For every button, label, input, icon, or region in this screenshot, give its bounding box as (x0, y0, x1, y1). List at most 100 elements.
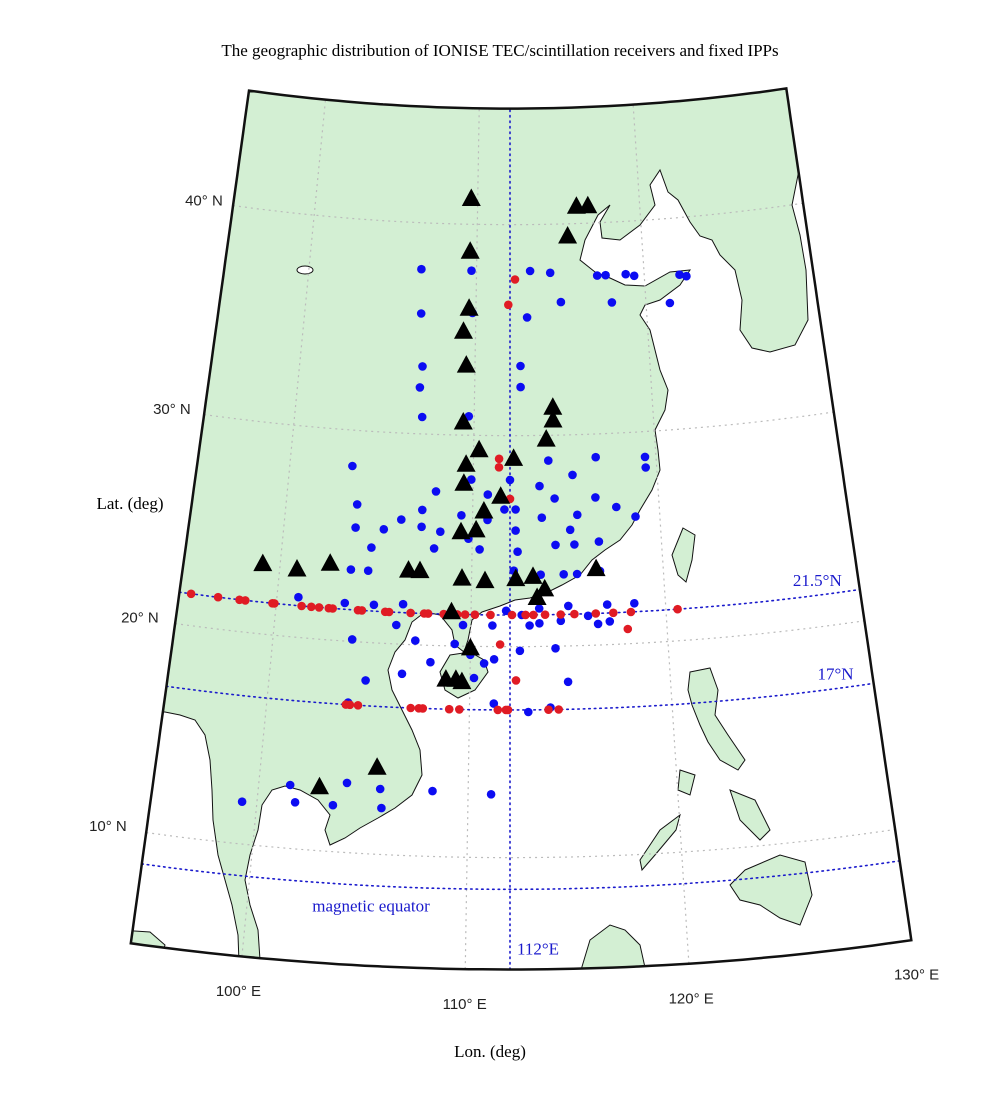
visayas (729, 789, 771, 841)
point-marker (377, 803, 386, 813)
point-marker (570, 609, 579, 619)
point-marker (665, 298, 675, 308)
receiver-marker (586, 558, 606, 577)
point-marker (397, 515, 406, 524)
point-marker (328, 800, 338, 810)
point-marker (369, 600, 379, 610)
point-marker (513, 547, 522, 556)
labels: 10° N 20° N 30° N 40° N 100° E 110° E 120° E 13… (89, 192, 939, 1013)
point-marker (489, 699, 499, 708)
reference-line (141, 860, 901, 891)
point-marker (417, 264, 426, 274)
point-marker (544, 705, 553, 714)
point-marker (450, 639, 460, 649)
point-marker (285, 780, 295, 790)
palawan (639, 813, 681, 872)
mindanao (729, 854, 813, 926)
point-marker (570, 540, 579, 549)
point-marker (458, 620, 468, 630)
point-marker (418, 704, 428, 713)
x-tick-label: 100° E (216, 983, 261, 1000)
lake (296, 265, 314, 275)
point-marker (351, 523, 360, 532)
point-marker (423, 609, 433, 618)
point-marker (416, 309, 426, 318)
reference-label: magnetic equator (312, 897, 430, 916)
point-marker (494, 454, 504, 464)
point-marker (621, 269, 630, 279)
receiver-marker (452, 671, 472, 690)
y-tick-label: 40° N (185, 192, 223, 209)
point-marker (186, 589, 196, 599)
receiver-marker (469, 439, 489, 458)
point-marker (384, 607, 394, 617)
reference-label: 112°E (517, 939, 559, 958)
receiver-marker (527, 587, 547, 605)
x-tick-label: 130° E (894, 967, 939, 984)
point-marker (429, 544, 439, 553)
sumatra (130, 929, 166, 970)
point-marker (609, 608, 618, 618)
receiver-marker (456, 454, 476, 472)
point-marker (367, 543, 376, 552)
receiver-marker (454, 473, 474, 491)
point-marker (629, 271, 639, 281)
point-marker (591, 452, 600, 462)
receiver-marker (461, 188, 481, 206)
receiver-marker (310, 776, 329, 795)
x-tick-label: 120° E (669, 990, 714, 1007)
point-marker (417, 412, 427, 422)
point-marker (515, 646, 525, 656)
point-marker (568, 470, 577, 480)
receiver-marker (451, 521, 471, 540)
point-marker (673, 604, 682, 614)
grid (146, 88, 912, 970)
point-marker (551, 540, 560, 550)
point-marker (630, 599, 639, 608)
point-marker (418, 505, 427, 515)
receiver-marker (442, 601, 461, 620)
receiver-marker (456, 355, 476, 373)
point-marker (573, 510, 582, 520)
point-marker (505, 475, 515, 485)
point-marker (357, 606, 367, 615)
point-marker (397, 669, 407, 679)
receiver-marker (453, 412, 473, 430)
receiver-marker (253, 553, 273, 572)
point-marker (426, 657, 435, 667)
point-marker (475, 545, 484, 554)
point-marker (550, 494, 559, 503)
point-marker (522, 313, 532, 322)
point-marker (631, 512, 640, 521)
point-marker (483, 490, 493, 499)
mindoro (677, 769, 696, 796)
point-marker (348, 461, 357, 471)
point-marker (328, 604, 338, 613)
point-marker (682, 271, 691, 281)
point-marker (529, 610, 538, 620)
receiver-marker (454, 321, 473, 339)
point-marker (504, 300, 513, 310)
receiver-marker (474, 501, 494, 519)
x-tick-label: 110° E (443, 996, 487, 1013)
point-marker (479, 659, 489, 668)
point-marker (431, 487, 441, 496)
point-marker (591, 609, 601, 618)
point-marker (467, 266, 476, 276)
point-marker (503, 705, 513, 715)
point-marker (340, 598, 350, 608)
point-marker (607, 298, 617, 307)
point-marker (565, 525, 575, 535)
receiver-marker (536, 429, 556, 447)
luzon (687, 667, 746, 771)
reference-label: 21.5°N (793, 571, 842, 590)
point-marker (436, 527, 445, 536)
point-marker (455, 705, 464, 714)
x-axis-label: Lon. (deg) (454, 1042, 526, 1061)
map-frame (129, 86, 913, 971)
point-marker (488, 621, 497, 630)
receiver-marker (460, 241, 480, 259)
point-marker (444, 704, 454, 714)
point-marker (342, 778, 352, 788)
